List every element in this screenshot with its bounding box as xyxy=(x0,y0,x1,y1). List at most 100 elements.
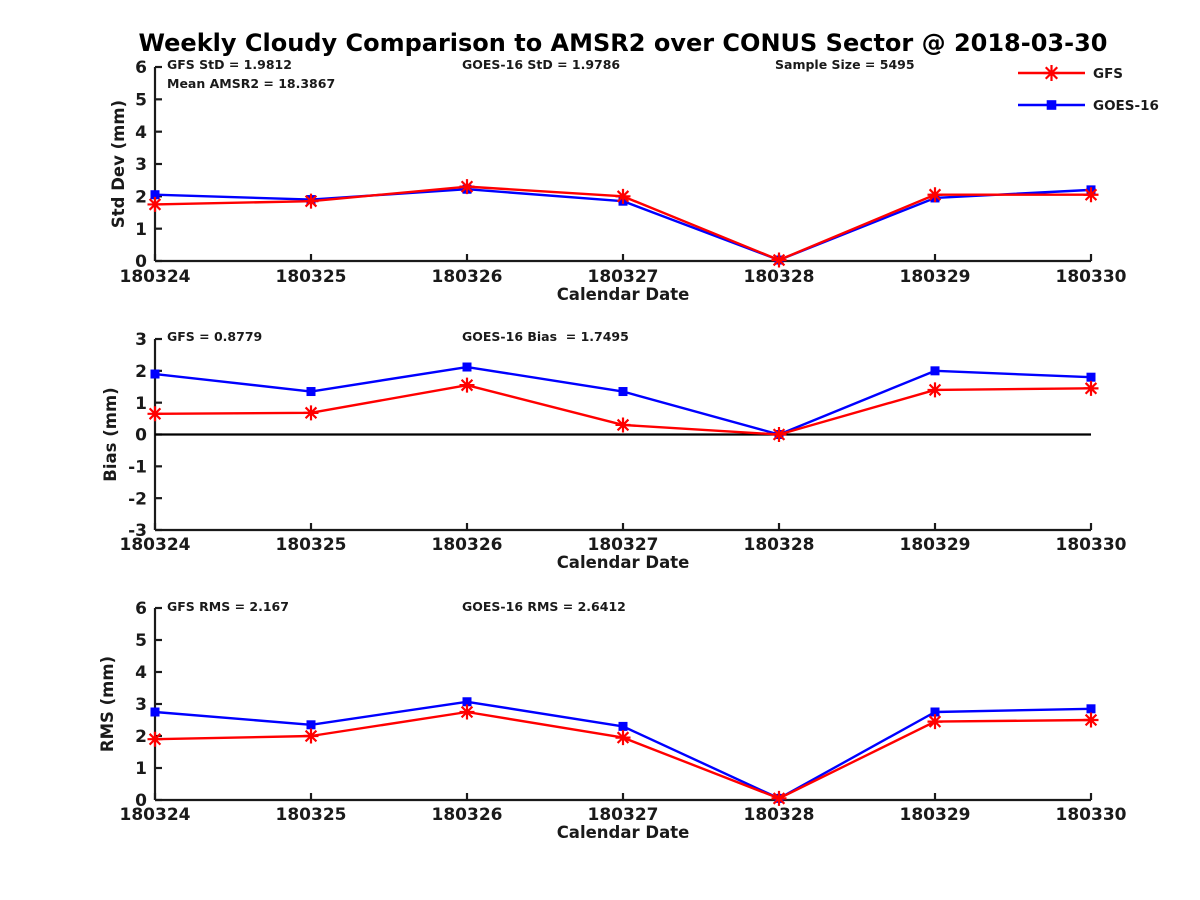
marker-gfs xyxy=(303,193,319,209)
annotation: Sample Size = 5495 xyxy=(775,57,915,72)
marker-gfs xyxy=(147,406,163,422)
x-tick-label: 180325 xyxy=(276,267,347,287)
x-tick-label: 180325 xyxy=(276,535,347,555)
x-tick-label: 180324 xyxy=(120,267,191,287)
x-tick-label: 180328 xyxy=(744,805,815,825)
y-tick-label: 2 xyxy=(135,727,147,747)
y-axis-label: Bias (mm) xyxy=(101,387,120,481)
marker-goes-16 xyxy=(930,707,940,717)
series-line-goes-16 xyxy=(153,700,1093,800)
x-tick-label: 180329 xyxy=(900,267,971,287)
marker-gfs xyxy=(1083,712,1099,728)
y-tick-label: 1 xyxy=(135,394,147,414)
y-tick-label: -3 xyxy=(128,521,147,541)
chart-std-dev: 0 1 2 3 4 5 6 180324 180325 180326 180327 180328 180… xyxy=(109,57,1127,304)
y-tick-label: 5 xyxy=(135,631,147,651)
marker-goes-16 xyxy=(618,387,628,397)
series-gfs xyxy=(147,704,1099,806)
y-axis-label: Std Dev (mm) xyxy=(109,100,128,228)
y-tick-label: 4 xyxy=(135,663,147,683)
x-axis-label: Calendar Date xyxy=(557,553,690,572)
x-tick-label: 180329 xyxy=(900,535,971,555)
marker-gfs xyxy=(927,714,943,730)
annotation: Mean AMSR2 = 18.3867 xyxy=(167,76,335,91)
x-tick-label: 180330 xyxy=(1056,805,1127,825)
legend: GFS GOES-16 xyxy=(1018,65,1159,114)
y-tick-label: 4 xyxy=(135,123,147,143)
marker-goes-16 xyxy=(1086,372,1096,382)
x-tick-label: 180326 xyxy=(432,535,503,555)
marker-gfs xyxy=(303,728,319,744)
marker-gfs xyxy=(771,427,787,442)
marker-goes-16 xyxy=(1086,704,1096,714)
marker-gfs xyxy=(147,731,163,747)
y-tick-label: 2 xyxy=(135,362,147,382)
x-tick-label: 180327 xyxy=(588,805,659,825)
x-tick-label: 180327 xyxy=(588,267,659,287)
y-tick-label: -2 xyxy=(128,489,147,509)
y-tick-label: 0 xyxy=(135,426,147,446)
x-tick-label: 180324 xyxy=(120,535,191,555)
y-tick-label: 3 xyxy=(135,155,147,175)
marker-gfs xyxy=(147,196,163,212)
x-axis-label: Calendar Date xyxy=(557,823,690,842)
x-tick-label: 180330 xyxy=(1056,535,1127,555)
axes xyxy=(153,606,1093,802)
marker-goes-16 xyxy=(462,362,472,372)
marker-goes-16 xyxy=(618,721,628,731)
annotation: GOES-16 RMS = 2.6412 xyxy=(462,599,626,614)
y-tick-label: 6 xyxy=(135,599,147,619)
legend-label: GFS xyxy=(1093,66,1123,82)
x-tick-label: 180326 xyxy=(432,267,503,287)
marker-gfs xyxy=(459,377,475,393)
marker-gfs xyxy=(303,405,319,421)
y-tick-label: 0 xyxy=(135,791,147,811)
y-tick-label: -1 xyxy=(128,457,147,477)
chart-bias: -3 -2 -1 0 1 2 3 180324 180325 180326 180327 180328… xyxy=(101,329,1127,572)
legend-item-gfs: GFS xyxy=(1018,65,1123,82)
marker-gfs xyxy=(615,188,631,204)
y-axis-label: RMS (mm) xyxy=(98,656,117,752)
marker-gfs xyxy=(615,417,631,433)
chart-title: Weekly Cloudy Comparison to AMSR2 over C… xyxy=(138,29,1108,57)
y-tick-label: 0 xyxy=(135,252,147,272)
legend-square-icon xyxy=(1046,100,1057,110)
marker-goes-16 xyxy=(306,720,316,730)
marker-gfs xyxy=(927,382,943,398)
x-tick-label: 180328 xyxy=(744,535,815,555)
marker-goes-16 xyxy=(930,366,940,376)
marker-goes-16 xyxy=(462,697,472,707)
y-tick-label: 2 xyxy=(135,187,147,207)
marker-gfs xyxy=(615,730,631,746)
marker-gfs xyxy=(1083,380,1099,396)
marker-gfs xyxy=(771,790,787,806)
legend-item-goes-16: GOES-16 xyxy=(1018,98,1159,114)
annotation: GFS = 0.8779 xyxy=(167,329,262,344)
legend-label: GOES-16 xyxy=(1093,98,1159,114)
annotation: GFS RMS = 2.167 xyxy=(167,599,289,614)
chart-rms: 0 1 2 3 4 5 6 180324 180325 180326 180327 180328 180… xyxy=(98,599,1127,842)
marker-goes-16 xyxy=(150,190,160,200)
x-tick-label: 180330 xyxy=(1056,267,1127,287)
series-gfs xyxy=(147,377,1099,442)
marker-goes-16 xyxy=(150,369,160,379)
annotation: GOES-16 Bias = 1.7495 xyxy=(462,329,629,344)
x-tick-label: 180329 xyxy=(900,805,971,825)
marker-gfs xyxy=(927,187,943,203)
y-tick-label: 6 xyxy=(135,58,147,78)
marker-goes-16 xyxy=(306,387,316,397)
marker-gfs xyxy=(459,704,475,720)
annotation: GOES-16 StD = 1.9786 xyxy=(462,57,620,72)
x-tick-label: 180324 xyxy=(120,805,191,825)
x-tick-label: 180328 xyxy=(744,267,815,287)
series-goes-16 xyxy=(150,697,1096,803)
marker-gfs xyxy=(1083,187,1099,203)
y-tick-label: 3 xyxy=(135,695,147,715)
x-tick-label: 180326 xyxy=(432,805,503,825)
y-tick-label: 1 xyxy=(135,759,147,779)
axes xyxy=(153,65,1093,263)
marker-gfs xyxy=(459,179,475,195)
legend-asterisk-icon xyxy=(1043,65,1060,81)
x-tick-label: 180325 xyxy=(276,805,347,825)
